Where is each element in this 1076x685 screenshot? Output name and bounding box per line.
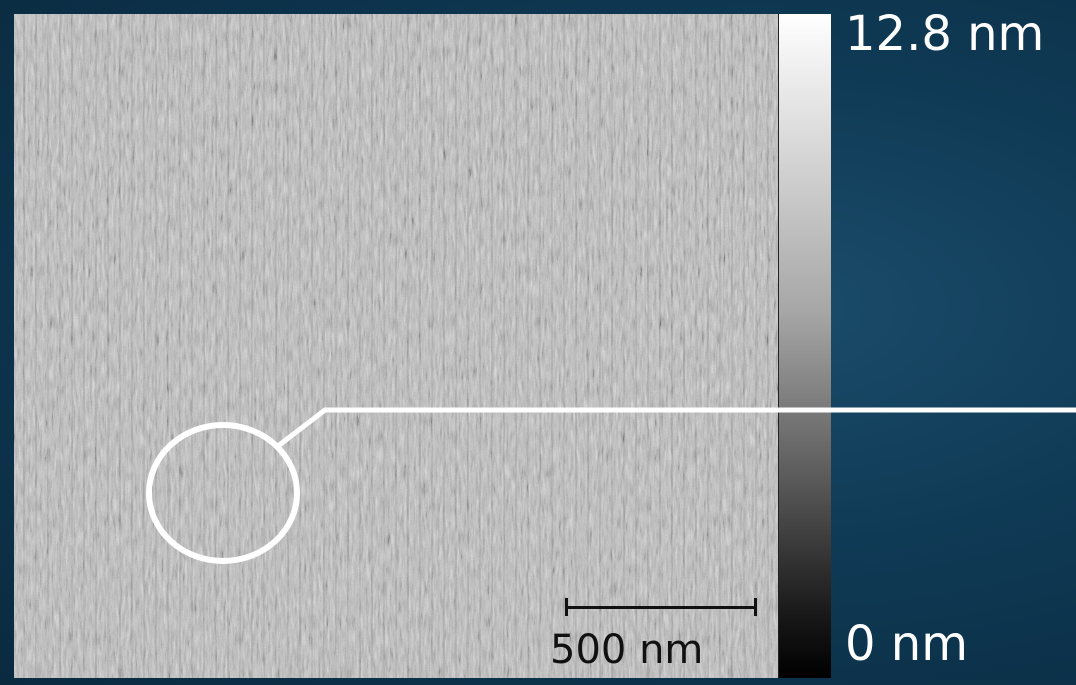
highlight-circle — [146, 422, 300, 564]
scalebar-tick-right — [754, 598, 757, 616]
height-colorbar — [778, 14, 831, 678]
scalebar-tick-left — [565, 598, 568, 616]
colorbar-max-label: 12.8 nm — [845, 6, 1045, 62]
scalebar-label: 500 nm — [550, 627, 704, 673]
callout-line — [276, 407, 1076, 448]
colorbar-min-label: 0 nm — [845, 616, 968, 672]
afm-image — [14, 14, 778, 678]
scalebar-line — [566, 606, 756, 609]
afm-texture — [14, 14, 778, 678]
